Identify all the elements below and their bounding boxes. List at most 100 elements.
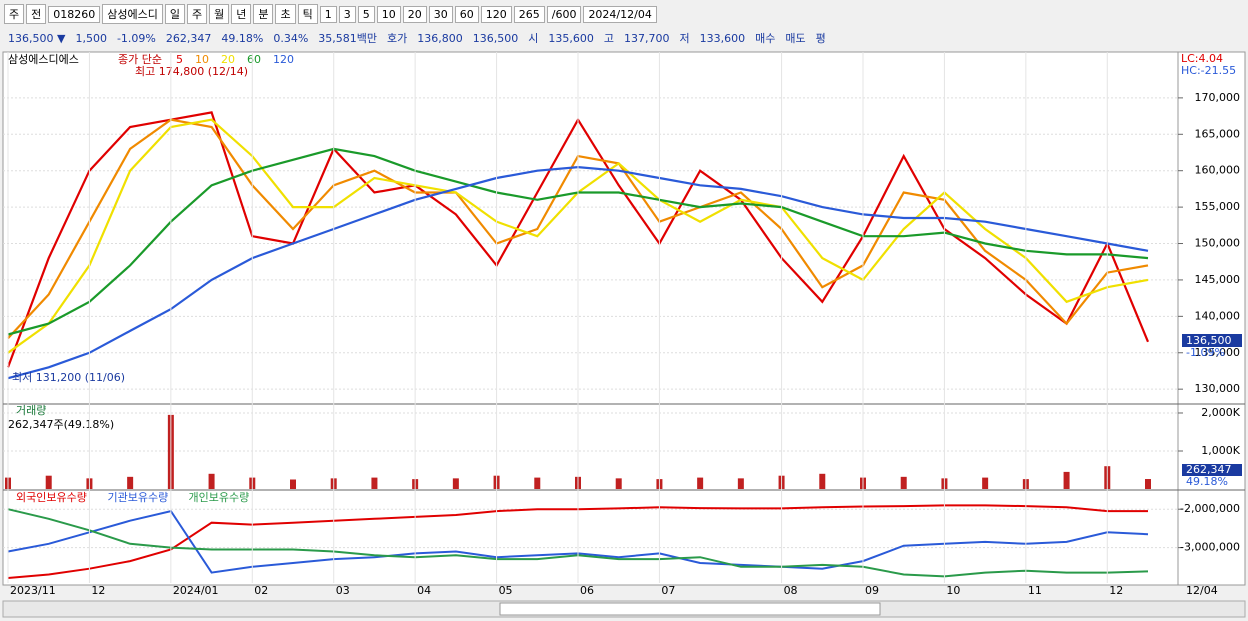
volume-bar	[737, 478, 744, 489]
x-tick-label: 06	[580, 584, 594, 597]
last-price: 136,500	[1186, 334, 1232, 347]
info-item: 136,500	[472, 31, 519, 45]
toolbar-button[interactable]: 분	[253, 4, 274, 24]
toolbar-button[interactable]: 10	[376, 5, 401, 23]
legend-entry: 20	[221, 53, 235, 66]
info-item: -1.09%	[116, 31, 156, 45]
x-tick-label: 07	[661, 584, 675, 597]
y-tick-label: -3,000,000	[1180, 541, 1240, 554]
x-tick-label: 12	[1109, 584, 1123, 597]
toolbar-button[interactable]: 5	[357, 5, 375, 23]
info-item: 평	[815, 32, 826, 45]
x-tick-label: 11	[1028, 584, 1042, 597]
volume-bar	[615, 478, 622, 489]
volume-bar	[1063, 471, 1070, 489]
toolbar-button[interactable]: 018260	[48, 5, 101, 23]
toolbar-button[interactable]: 삼성에스디	[102, 4, 163, 24]
info-item: 137,700	[624, 31, 670, 45]
y-tick-label: 145,000	[1195, 273, 1241, 286]
toolbar-button[interactable]: 년	[231, 4, 252, 24]
axis-area	[1177, 51, 1246, 586]
x-tick-label: 05	[499, 584, 513, 597]
info-item: 시	[528, 32, 539, 45]
x-tick-label: 10	[946, 584, 960, 597]
y-tick-label: 1,000K	[1201, 444, 1240, 457]
toolbar-button[interactable]: 월	[209, 4, 230, 24]
info-item: 49.18%	[221, 31, 264, 45]
legend-entry: 외국인보유수량	[16, 491, 87, 504]
y-tick-label: 170,000	[1195, 91, 1241, 104]
toolbar-button[interactable]: 20	[402, 5, 427, 23]
volume-bar	[1145, 479, 1151, 489]
volume-label: 262,347주(49.18%)	[8, 418, 114, 431]
volume-bar	[290, 479, 296, 489]
y-tick-label: 130,000	[1195, 382, 1241, 395]
toolbar-button[interactable]: 주	[186, 4, 208, 24]
annotation-low: 최저 131,200 (11/06)	[12, 371, 125, 384]
y-tick-label: 140,000	[1195, 309, 1241, 322]
volume-bar	[534, 477, 541, 489]
info-item: 35,581백만	[318, 32, 378, 45]
toolbar-button[interactable]: 265	[513, 5, 545, 23]
toolbar-button[interactable]: 전	[26, 4, 47, 24]
x-axis-end: 12/04	[1186, 584, 1218, 597]
volume-bar	[900, 476, 907, 489]
toolbar-button[interactable]: 120	[480, 5, 512, 23]
chart: 130,000 135,000 140,000 145,000 150,000 155,0…	[2, 51, 1246, 618]
legend-entry: 10	[195, 53, 209, 66]
info-item: 매도	[785, 32, 806, 45]
x-tick-label: 2023/11	[10, 584, 56, 597]
x-tick-label: 09	[865, 584, 879, 597]
volume-bar	[697, 477, 704, 489]
toolbar-button[interactable]: /600	[546, 5, 582, 23]
info-item: 매수	[755, 32, 776, 45]
x-tick-label: 02	[254, 584, 268, 597]
toolbar: 주 전 018260 삼성에스디 일 주 월 년 분 초 틱 1 3 5 10 20 30 60 120 265/60…	[0, 3, 1248, 25]
toolbar-button[interactable]: 3	[338, 5, 356, 23]
y-tick-label: 155,000	[1195, 200, 1241, 213]
volume-bar	[208, 473, 215, 489]
last-change: -1.09%	[1186, 346, 1225, 359]
toolbar-button[interactable]: 60	[454, 5, 479, 23]
y-tick-label: 150,000	[1195, 237, 1241, 250]
toolbar-button[interactable]: 30	[428, 5, 453, 23]
y-tick-label: 135,000	[1195, 346, 1241, 359]
toolbar-button[interactable]: 틱	[297, 4, 318, 24]
info-item: 저	[679, 32, 690, 45]
legend-entry: 5	[176, 53, 183, 66]
volume-bar	[127, 476, 134, 489]
scroll-thumb[interactable]	[499, 602, 881, 616]
toolbar-button[interactable]: 2024/12/04	[583, 5, 657, 23]
legend-entry: 60	[247, 53, 261, 66]
legend-entry: 120	[273, 53, 294, 66]
lc-label: LC:4.04	[1181, 52, 1223, 65]
info-item: 고	[603, 32, 615, 45]
info-bar: 136,500 ▼ 1,500 -1.09% 262,347 49.18% 0.34% 35…	[0, 28, 1248, 48]
volume-box	[1182, 464, 1242, 476]
info-item: 136,500 ▼	[8, 31, 66, 45]
volume-bar	[452, 478, 459, 489]
x-tick-label: 12	[91, 584, 105, 597]
y-tick-label: -2,000,000	[1180, 502, 1240, 515]
legend-entry: 개인보유수량	[189, 491, 250, 504]
toolbar-button[interactable]: 초	[275, 4, 296, 24]
info-item: 133,600	[699, 31, 746, 45]
y-tick-label: 165,000	[1195, 127, 1241, 140]
price-box	[1182, 334, 1242, 347]
hc-label: HC:-21.55	[1181, 64, 1236, 77]
info-item: 136,800	[417, 31, 463, 45]
legend-entry: 기관보유수량	[108, 491, 169, 504]
volume-pct: 49.18%	[1186, 475, 1228, 488]
info-item: 0.34%	[273, 31, 309, 45]
volume-bar	[819, 473, 826, 489]
volume-bar	[371, 477, 378, 489]
toolbar-button[interactable]: 주	[4, 4, 25, 24]
annotation-high: 최고 174,800 (12/14)	[135, 65, 248, 78]
info-item: 135,600	[548, 31, 594, 45]
y-tick-label: 2,000K	[1201, 406, 1240, 419]
toolbar-button[interactable]: 일	[164, 4, 185, 24]
x-tick-label: 04	[417, 584, 431, 597]
info-item: 1,500	[75, 31, 107, 45]
toolbar-button[interactable]: 1	[319, 5, 337, 23]
